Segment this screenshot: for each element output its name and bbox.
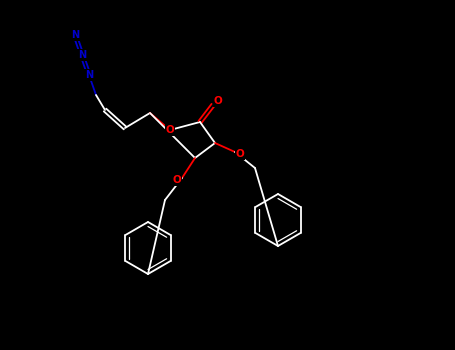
Text: O: O [236,149,244,159]
Text: O: O [166,125,174,135]
Text: N: N [85,70,93,80]
Text: O: O [214,96,222,106]
Text: N: N [71,30,79,40]
Text: N: N [78,50,86,60]
Text: O: O [172,175,182,185]
